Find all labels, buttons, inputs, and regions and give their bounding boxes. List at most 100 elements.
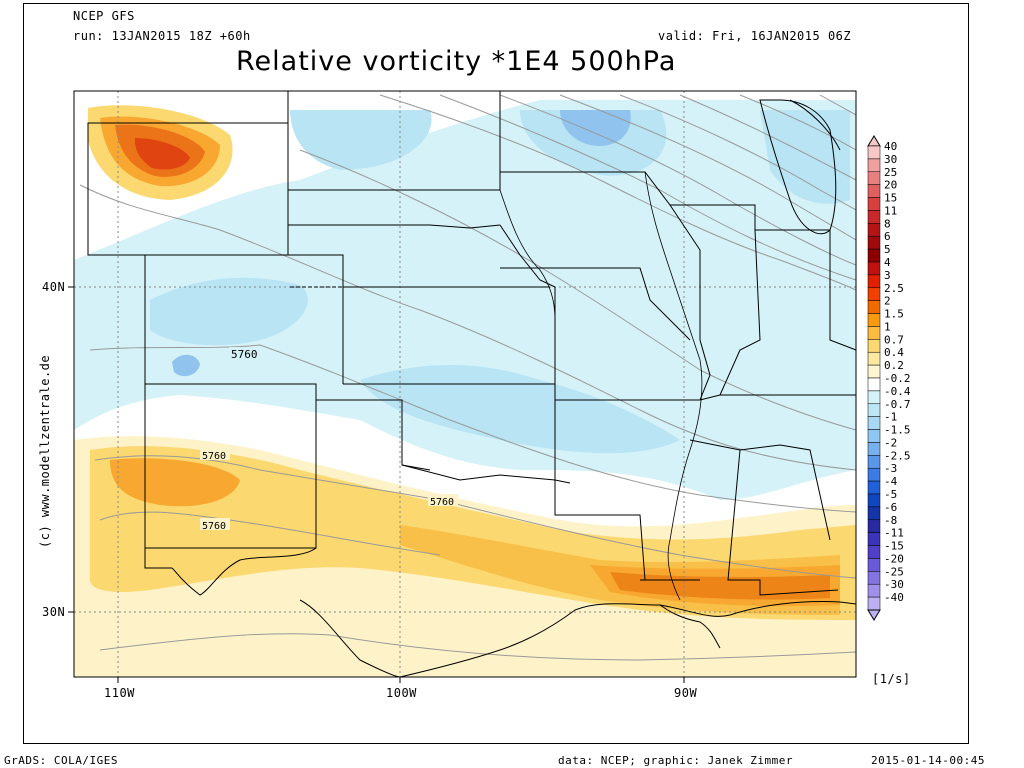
contour-label: 5760 [231,348,258,361]
credit-vertical: (c) www.modellzentrale.de [38,354,52,548]
colorbar-level-label: 8 [884,217,891,230]
colorbar-level-label: -1.5 [884,424,911,437]
negative-vorticity-moderate [360,365,680,454]
map-title: Relative vorticity *1E4 500hPa [236,46,677,77]
colorbar-swatch [867,596,881,611]
contour-label-bg [200,518,230,530]
colorbar-level-label: 30 [884,153,897,166]
colorbar-level-label: -20 [884,552,904,565]
colorbar-swatch [867,480,881,495]
colorbar-level-label: -4 [884,475,898,488]
colorbar-swatch [867,506,881,521]
colorbar-level-label: 1 [884,320,891,333]
colorbar-level-label: -0.4 [884,385,911,398]
colorbar-level-label: -6 [884,501,897,514]
lat-label-40n: 40N [42,280,66,294]
colorbar-level-label: 0.4 [884,346,904,359]
colorbar-level-label: 6 [884,230,891,243]
colorbar-level-label: -25 [884,565,904,578]
colorbar-swatch [867,467,881,482]
colorbar-level-label: 15 [884,192,897,205]
colorbar-level-label: 2 [884,295,891,308]
colorbar-swatch [867,210,881,224]
colorbar-level-label: 40 [884,140,897,153]
colorbar-level-label: -2 [884,436,897,449]
colorbar-level-label: 1.5 [884,308,904,321]
colorbar-level-label: 5 [884,243,891,256]
colorbar-level-label: 0.7 [884,333,904,346]
colorbar-level-label: 2.5 [884,282,904,295]
colorbar-level-label: -8 [884,514,897,527]
colorbar-swatch [867,235,881,250]
colorbar-level-label: -30 [884,578,904,591]
colorbar-bottom-arrow [867,609,881,621]
colorbar-swatch [867,287,881,301]
great-lakes [759,99,841,235]
colorbar-swatch [867,364,881,379]
negative-vorticity-moderate [290,110,432,170]
colorbar-level-label: -2.5 [884,449,911,462]
colorbar-swatch [867,583,881,598]
colorbar-swatch [867,197,881,211]
colorbar-level-label: 20 [884,179,897,192]
colorbar-level-label: -11 [884,527,904,540]
colorbar-swatch [867,416,881,430]
colorbar-swatch [867,158,881,173]
map-border [73,90,857,678]
colorbar-level-label: 3 [884,269,891,282]
rivers [499,171,703,601]
colorbar-level-label: -1 [884,411,897,424]
colorbar-level-label: 25 [884,166,897,179]
colorbar-swatch [867,351,881,366]
contour-label: 5760 [430,497,454,508]
colorbar-swatch [867,519,881,533]
valid-time: valid: Fri, 16JAN2015 06Z [658,29,852,43]
footer-timestamp: 2015-01-14-00:45 [871,754,985,767]
contour-label-bg [428,494,458,506]
lon-label-110w: 110W [104,686,135,700]
colorbar-level-label: 0.2 [884,359,904,372]
model-name: NCEP GFS [73,9,135,23]
contour-label-bg [229,347,259,359]
colorbar-swatch [867,493,881,508]
colorbar-level-label: -0.2 [884,372,911,385]
colorbar-swatch [867,274,881,289]
colorbar-swatch [867,429,881,443]
negative-vorticity-moderate [150,277,308,346]
colorbar-swatch [867,313,881,327]
colorbar-level-label: -0.7 [884,398,911,411]
colorbar-swatch [867,145,881,160]
colorbar-level-label: -3 [884,462,897,475]
colorbar-level-label: -40 [884,591,904,604]
colorbar-level-label: -5 [884,488,897,501]
colorbar-swatch [867,300,881,314]
colorbar-swatch [867,171,881,185]
negative-vorticity-strong [172,354,200,377]
colorbar-swatch [867,455,881,469]
colorbar-level-label: 11 [884,204,897,217]
positive-vorticity-moderate [110,458,240,507]
colorbar-top-arrow [867,135,881,147]
negative-vorticity-strong [560,110,631,146]
colorbar-swatch [867,248,881,263]
colorbar-swatch [867,377,881,392]
positive-vorticity-nw-peak [134,138,190,170]
colorbar-swatch [867,223,881,237]
colorbar-level-label: 4 [884,256,891,269]
colorbar-swatch [867,184,881,198]
run-info: run: 13JAN2015 18Z +60h [73,29,251,43]
colorbar-unit: [1/s] [872,672,911,686]
colorbar-swatch [867,390,881,405]
axis-ticks [68,286,685,683]
colorbar-swatch [867,558,881,572]
colorbar: 403025201511865432.521.510.70.40.2-0.2-0… [867,135,911,621]
gulf-coast [399,601,857,678]
positive-vorticity-peak [610,572,830,600]
contour-label-bg [200,448,230,460]
lat-label-30n: 30N [42,605,66,619]
colorbar-swatch [867,571,881,585]
contour-label: 5760 [202,451,226,462]
colorbar-swatch [867,403,881,417]
colorbar-swatch [867,545,881,559]
